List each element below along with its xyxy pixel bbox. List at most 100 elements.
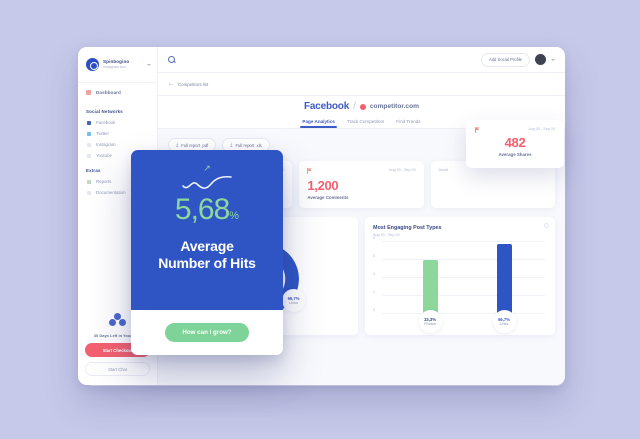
top-bar-actions: Add Social Profile — [480, 52, 555, 67]
chevron-down-icon[interactable] — [147, 63, 151, 66]
wave-line-icon — [182, 175, 232, 189]
stat-card-average-comments: Aug 20 - Sep 20 1,200 Average Comments — [299, 161, 424, 208]
y-tick-3: 3 — [373, 254, 375, 258]
page-tabs: Page Analytics Track Competitors Find Tr… — [158, 119, 565, 128]
sidebar-divider — [78, 82, 157, 83]
sidebar-item-instagram[interactable]: Instagram — [78, 139, 157, 150]
hero-symbol: % — [229, 210, 240, 222]
sidebar-item-label: Facebook — [96, 120, 116, 125]
profile-subtitle: Instagram Acc. — [103, 64, 127, 69]
sidebar-heading-social: Social Networks — [86, 109, 123, 114]
report-toolbar: ⤓ Full report .pdf ⤓ Full report .xls — [158, 129, 565, 152]
breadcrumb-label[interactable]: Competitors list — [178, 81, 209, 87]
bar-plot-area — [393, 244, 541, 314]
stat-value: 482 — [504, 135, 526, 150]
twitter-icon — [87, 131, 91, 136]
trend-arrow-icon: ↗ — [203, 163, 211, 173]
stat-label: Average Shares — [498, 152, 532, 157]
hero-card-average-hits: ↗ 5,68% Average Number of Hits How can i… — [131, 150, 283, 355]
date-range: Aug 20 - Sep 20 — [528, 127, 555, 131]
dashboard-icon — [86, 90, 91, 95]
bar-labels: 33,3% Photos 66,7% Links — [393, 310, 541, 333]
instagram-icon — [87, 142, 91, 147]
hero-title-line-2: Number of Hits — [158, 254, 256, 271]
download-icon: ⤓ — [230, 141, 233, 148]
competitor-domain: competitor.com — [369, 103, 419, 110]
top-bar: Add Social Profile — [158, 47, 565, 73]
trio-dots-icon — [109, 312, 126, 328]
report-button-label: Full report .pdf — [181, 142, 209, 148]
trial-text: 30 Days Left in Your Trial — [93, 332, 142, 338]
documentation-icon — [87, 190, 91, 195]
sidebar-item-youtube[interactable]: Youtube — [78, 150, 157, 161]
flag-icon — [475, 127, 480, 133]
search-icon[interactable] — [168, 56, 175, 63]
sidebar-profile-switcher[interactable]: Spinbogino Instagram Acc. — [78, 47, 157, 80]
avatar[interactable] — [535, 54, 546, 65]
floating-stat-card-average-shares: Aug 20 - Sep 20 482 Average Shares — [466, 120, 564, 168]
flag-icon — [307, 168, 312, 174]
reports-icon — [87, 179, 91, 184]
hero-title: Average Number of Hits — [143, 238, 271, 271]
donut-category: Links — [289, 300, 298, 305]
competitor-dot-icon — [359, 103, 366, 110]
chart-card-most-engaging-post-types: Most Engaging Post Types Aug 20 - Sep 20… — [365, 217, 555, 335]
stat-label: Average Comments — [307, 195, 349, 200]
breadcrumb-bar: ← Competitors list — [158, 73, 565, 96]
sidebar-item-label: Instagram — [96, 142, 116, 147]
bar-photos — [422, 260, 438, 314]
y-tick-1: 1 — [373, 290, 375, 294]
stat-card-header: Detail — [439, 168, 547, 172]
help-icon[interactable] — [544, 223, 549, 228]
full-report-pdf-button[interactable]: ⤓ Full report .pdf — [168, 138, 217, 152]
sidebar-item-dashboard[interactable]: Dashboard — [78, 83, 157, 102]
sidebar-item-label: Documentation — [96, 190, 126, 195]
bar-value: 66,7% — [498, 316, 510, 322]
tab-page-analytics[interactable]: Page Analytics — [300, 119, 337, 128]
bar-label-links: 66,7% Links — [492, 310, 516, 333]
detail-button[interactable]: Detail — [438, 168, 449, 172]
start-chat-button[interactable]: Start Chat — [85, 362, 150, 376]
tab-find-trends[interactable]: Find Trends — [396, 119, 421, 124]
title-separator: / — [353, 101, 356, 112]
bar-label-photos: 33,3% Photos — [418, 310, 442, 333]
sidebar-item-label: Dashboard — [96, 90, 121, 95]
profile-avatar-icon — [86, 58, 99, 71]
bar-chart: 0 1 2 3 4 33,3% Photos — [373, 236, 547, 333]
donut-value: 66,7% — [287, 295, 300, 301]
chevron-down-icon[interactable] — [551, 58, 555, 61]
how-can-i-grow-button[interactable]: How can i grow? — [165, 323, 249, 342]
donut-label-links: 66,7% Links — [282, 289, 305, 312]
profile-text: Spinbogino Instagram Acc. — [103, 59, 143, 70]
add-social-profile-button[interactable]: Add Social Profile — [480, 52, 530, 67]
breadcrumb[interactable]: ← Competitors list — [168, 81, 208, 87]
hero-card-footer: How can i grow? — [131, 310, 283, 355]
sidebar-item-documentation[interactable]: Documentation — [78, 187, 157, 198]
hero-card-body: ↗ 5,68% Average Number of Hits — [131, 150, 283, 310]
back-arrow-icon[interactable]: ← — [168, 81, 174, 87]
y-tick-2: 2 — [373, 272, 375, 276]
bar-links — [496, 244, 512, 314]
y-tick-0: 0 — [373, 308, 375, 312]
y-tick-4: 4 — [373, 236, 375, 240]
sidebar-item-reports[interactable]: Reports — [78, 176, 157, 187]
stat-card-header: Aug 20 - Sep 20 — [307, 168, 416, 174]
search-area[interactable] — [168, 56, 481, 63]
sidebar-item-label: Twitter — [96, 131, 109, 136]
profile-name: Spinbogino — [103, 59, 130, 64]
search-input[interactable] — [179, 57, 481, 62]
sidebar-item-twitter[interactable]: Twitter — [78, 128, 157, 139]
report-button-label: Full report .xls — [235, 142, 262, 148]
sidebar-item-facebook[interactable]: Facebook — [78, 117, 157, 128]
sidebar-item-label: Youtube — [96, 153, 112, 158]
stat-value: 1,200 — [307, 178, 339, 193]
download-icon: ⤓ — [176, 141, 179, 148]
stat-card-placeholder: Detail — [430, 161, 555, 208]
hero-value: 5,68 — [174, 193, 230, 226]
page-title: Facebook / competitor.com — [158, 101, 565, 112]
tab-track-competitors[interactable]: Track Competitors — [346, 119, 385, 124]
sidebar-item-label: Reports — [96, 179, 112, 184]
hero-percentage: 5,68% — [143, 195, 271, 225]
bar-category: Links — [499, 321, 509, 326]
